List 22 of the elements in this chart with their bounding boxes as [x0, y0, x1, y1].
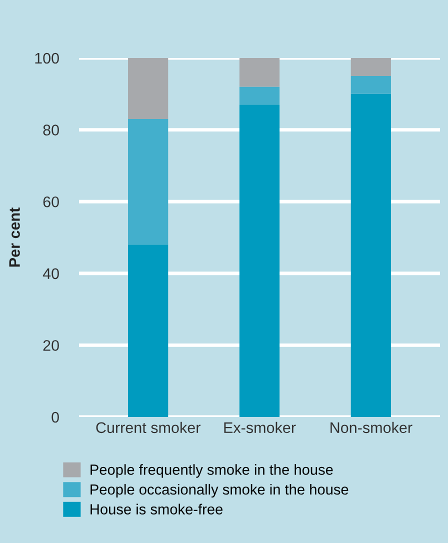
legend-label: People occasionally smoke in the house: [90, 484, 348, 498]
x-tick-label: Current smoker: [96, 422, 200, 434]
x-tick-label: Ex-smoker: [224, 422, 296, 434]
legend-label: People frequently smoke in the house: [90, 464, 333, 478]
y-tick-label: 80: [43, 124, 59, 136]
y-tick-label: 40: [42, 268, 59, 280]
y-tick-label: 0: [52, 412, 59, 423]
bar: [239, 104, 280, 417]
bar: [239, 58, 280, 87]
y-axis-title: Per cent: [9, 208, 20, 267]
y-tick-label: 100: [35, 52, 59, 64]
y-tick-label: 60: [43, 196, 59, 208]
bar: [350, 94, 391, 417]
bar: [128, 119, 168, 245]
legend-label: House is smoke-free: [90, 504, 223, 514]
bar: [128, 244, 168, 417]
bar: [350, 58, 391, 76]
bar: [128, 58, 168, 120]
bar: [239, 86, 280, 105]
x-tick-label: Non-smoker: [330, 422, 412, 434]
bar: [350, 76, 391, 94]
y-tick-label: 20: [43, 340, 59, 351]
